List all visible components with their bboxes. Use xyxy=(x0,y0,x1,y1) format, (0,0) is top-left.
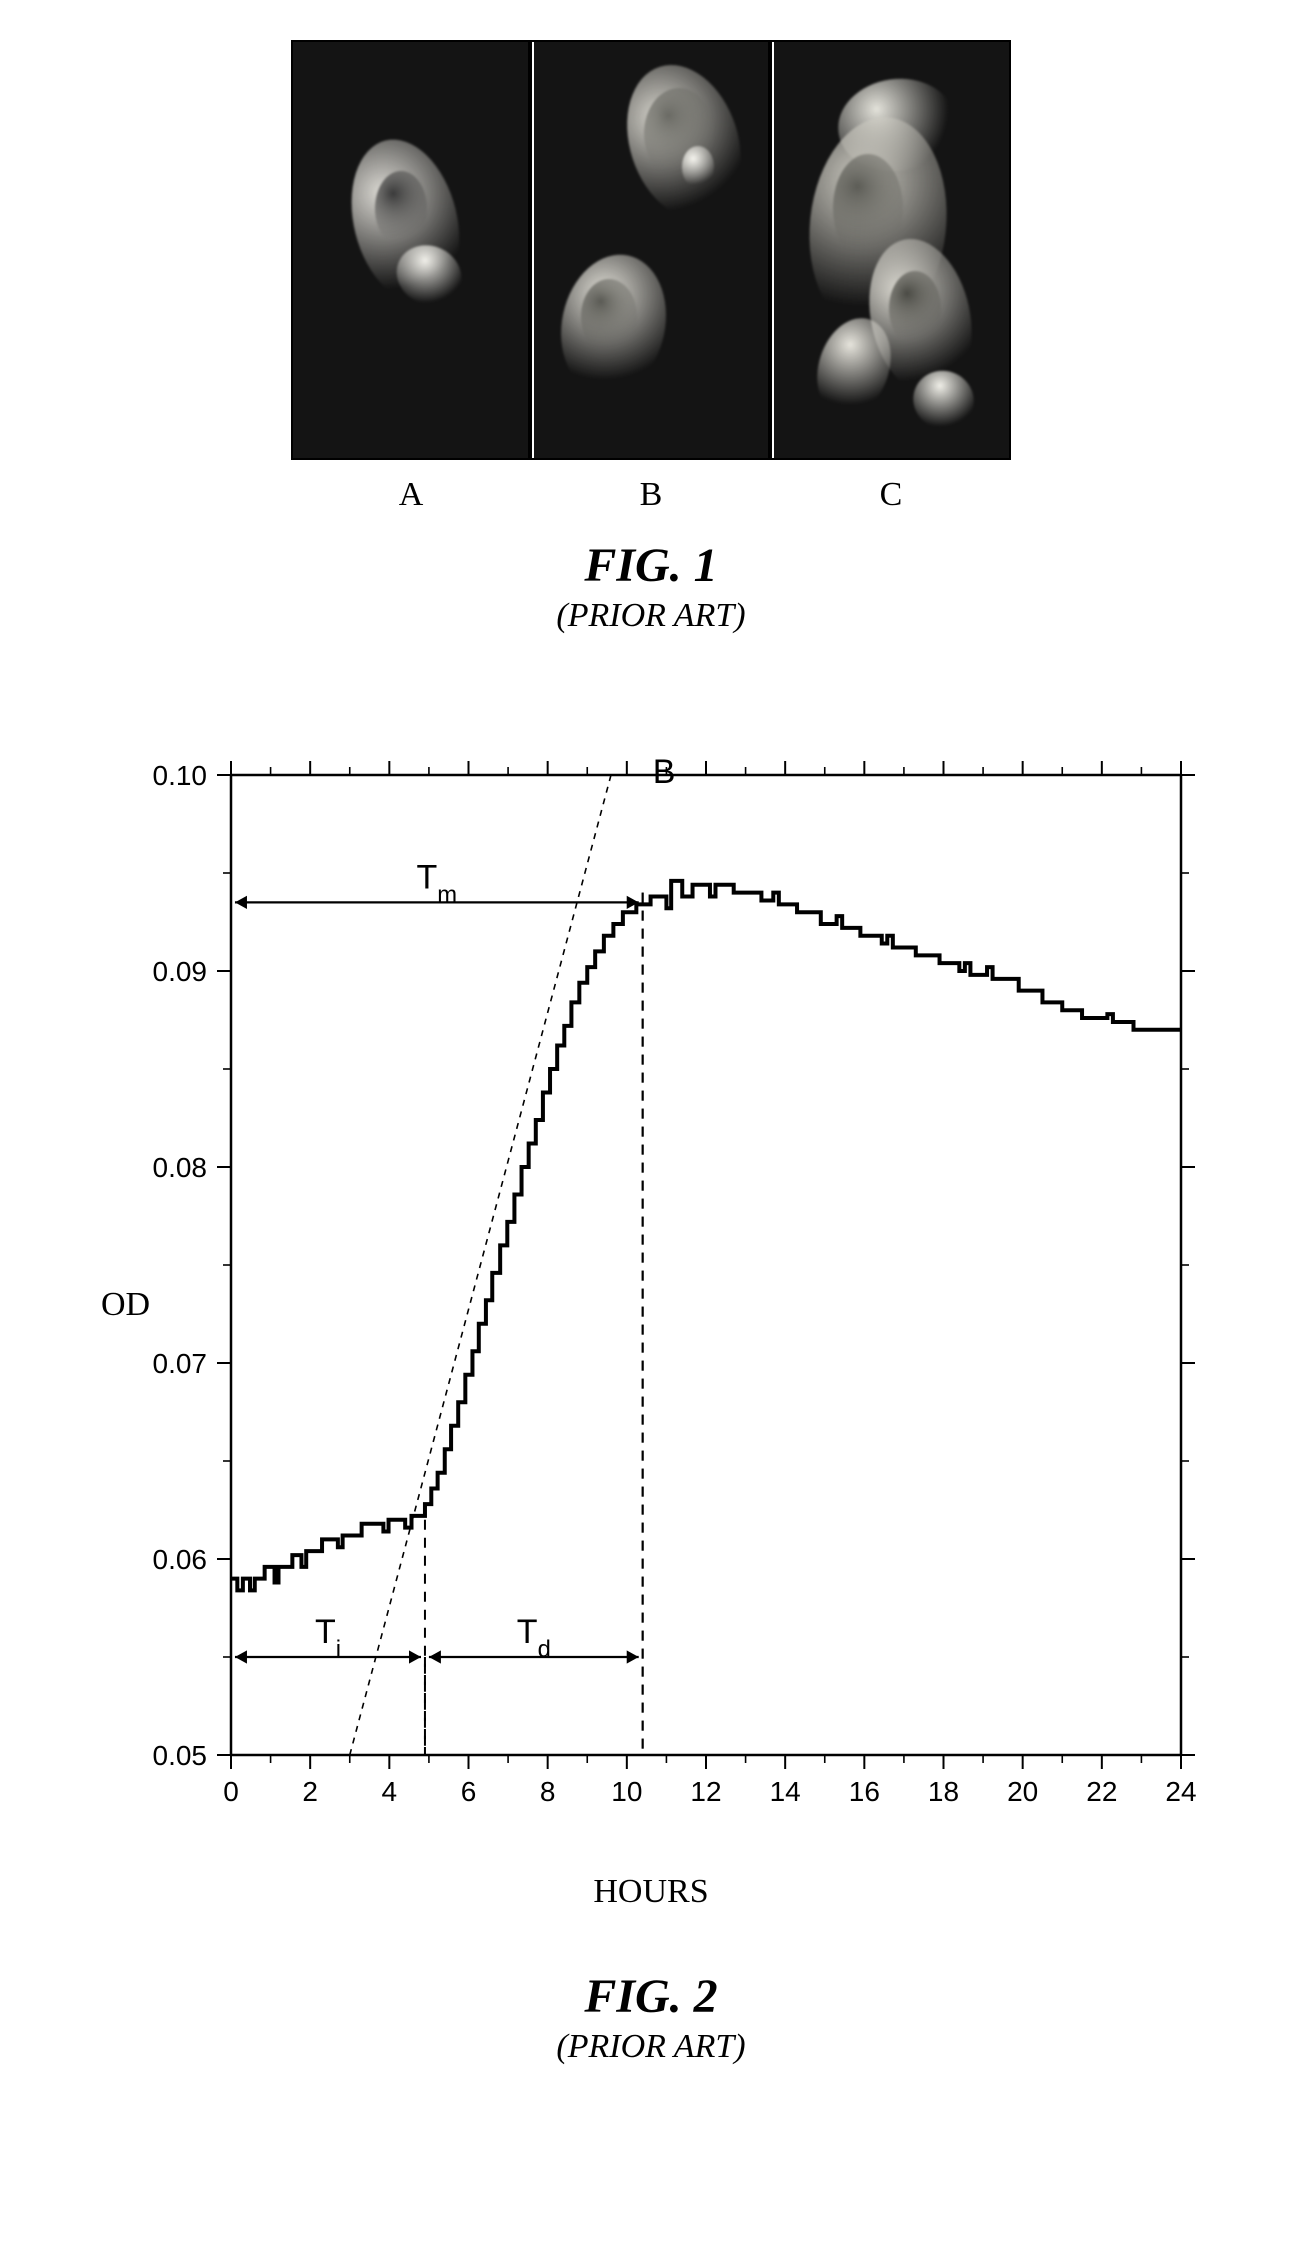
fig1-panel xyxy=(532,42,769,458)
svg-text:6: 6 xyxy=(461,1776,477,1807)
annotation-label: Ti xyxy=(315,1613,341,1663)
svg-text:0.08: 0.08 xyxy=(153,1152,208,1183)
svg-text:24: 24 xyxy=(1165,1776,1196,1807)
svg-text:16: 16 xyxy=(849,1776,880,1807)
svg-text:10: 10 xyxy=(611,1776,642,1807)
microscopy-blob xyxy=(375,171,427,246)
fig2-x-axis-label: HOURS xyxy=(593,1873,708,1911)
svg-text:0.10: 0.10 xyxy=(153,760,208,791)
svg-text:2: 2 xyxy=(302,1776,318,1807)
figure-2: OD 0.050.060.070.080.090.100246810121416… xyxy=(101,755,1201,2066)
fig2-caption-title: FIG. 2 xyxy=(101,1969,1201,2024)
svg-text:0: 0 xyxy=(223,1776,239,1807)
fig1-caption-sub: (PRIOR ART) xyxy=(291,597,1011,635)
page: ABC FIG. 1 (PRIOR ART) OD 0.050.060.070.… xyxy=(0,40,1302,2066)
microscopy-blob xyxy=(581,279,637,354)
svg-text:12: 12 xyxy=(690,1776,721,1807)
figure-1: ABC FIG. 1 (PRIOR ART) xyxy=(291,40,1011,635)
od-series xyxy=(231,881,1181,1591)
fig2-svg: 0.050.060.070.080.090.100246810121416182… xyxy=(101,755,1201,1855)
svg-text:0.07: 0.07 xyxy=(153,1348,208,1379)
fig1-panels xyxy=(291,40,1011,460)
svg-text:0.06: 0.06 xyxy=(153,1544,208,1575)
fig1-panel xyxy=(772,42,1009,458)
svg-text:8: 8 xyxy=(540,1776,556,1807)
svg-text:0.09: 0.09 xyxy=(153,956,208,987)
panel-label: A xyxy=(291,476,531,514)
fig1-panel-labels: ABC xyxy=(291,476,1011,514)
fig2-caption-sub: (PRIOR ART) xyxy=(101,2028,1201,2066)
annotation-label: Tm xyxy=(417,858,458,908)
annotation-label: Td xyxy=(517,1613,551,1663)
svg-text:22: 22 xyxy=(1086,1776,1117,1807)
fig2-chart: OD 0.050.060.070.080.090.100246810121416… xyxy=(101,755,1201,1855)
svg-text:0.05: 0.05 xyxy=(153,1740,208,1771)
panel-label: C xyxy=(771,476,1011,514)
svg-text:20: 20 xyxy=(1007,1776,1038,1807)
svg-text:18: 18 xyxy=(928,1776,959,1807)
svg-text:14: 14 xyxy=(770,1776,801,1807)
annotation-B: B xyxy=(653,755,676,791)
fig1-caption-title: FIG. 1 xyxy=(291,538,1011,593)
fig1-panel xyxy=(293,42,528,458)
tangent-line xyxy=(350,775,611,1755)
microscopy-blob xyxy=(682,146,715,188)
fig2-y-axis-label: OD xyxy=(101,1286,150,1324)
svg-text:4: 4 xyxy=(382,1776,398,1807)
panel-label: B xyxy=(531,476,771,514)
microscopy-blob xyxy=(889,271,941,346)
